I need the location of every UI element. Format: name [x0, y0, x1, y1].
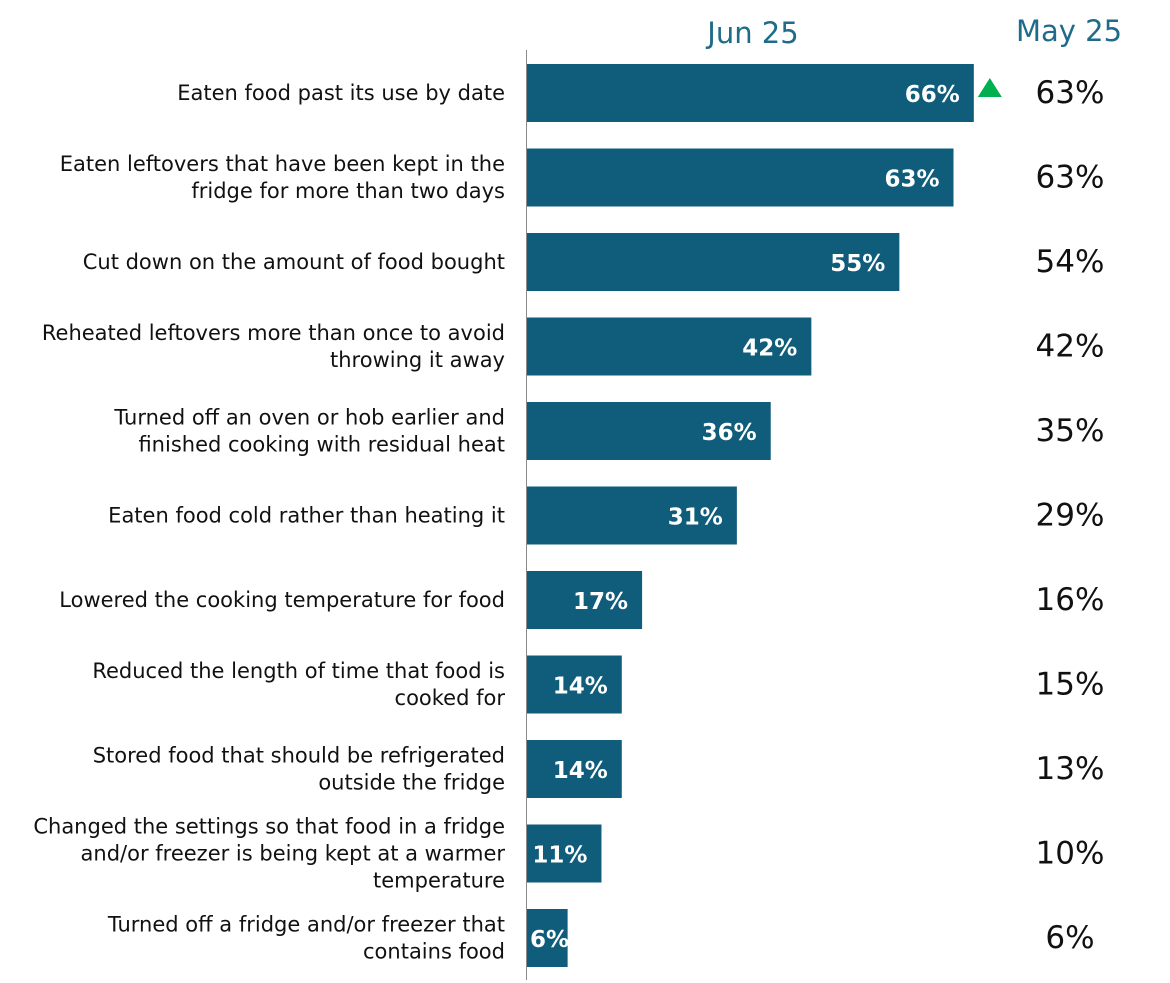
- category-label: Changed the settings so that food in a f…: [33, 815, 505, 893]
- category-label: Turned off a fridge and/or freezer that c…: [107, 913, 505, 964]
- may25-value-label: 63%: [1036, 160, 1105, 196]
- category-label: Reheated leftovers more than once to avo…: [42, 321, 505, 372]
- may25-value-label: 29%: [1036, 498, 1105, 534]
- may25-value-label: 54%: [1036, 244, 1105, 280]
- category-label-line: temperature: [373, 869, 505, 893]
- bar-value-label: 66%: [905, 82, 960, 108]
- bar: [527, 655, 622, 714]
- may25-value-label: 35%: [1036, 413, 1105, 449]
- category-label: Stored food that should be refrigerated o…: [93, 744, 505, 795]
- category-label-line: Turned off an oven or hob earlier and: [113, 406, 505, 430]
- bar: [527, 571, 643, 629]
- category-labels: Eaten food past its use by date Eaten lef…: [33, 81, 505, 964]
- bar: [527, 824, 602, 883]
- bar: [527, 740, 622, 798]
- jun25-header: Jun 25: [705, 16, 798, 50]
- bar-value-label: 55%: [830, 251, 885, 277]
- bar-value-labels: 66% 63% 55% 42% 36% 31% 17% 14% 14% 11% 6%: [530, 82, 960, 953]
- bar: [527, 148, 954, 207]
- category-label: Turned off an oven or hob earlier and fin…: [113, 406, 505, 457]
- category-label-line: Eaten food past its use by date: [177, 81, 505, 105]
- category-label-line: Reduced the length of time that food is: [92, 659, 505, 683]
- bar-value-label: 63%: [884, 167, 939, 193]
- bar-value-label: 11%: [532, 843, 587, 869]
- may25-value-label: 15%: [1036, 667, 1105, 703]
- category-label: Reduced the length of time that food is c…: [92, 659, 505, 710]
- may25-value-label: 63%: [1036, 75, 1105, 111]
- bar-value-label: 42%: [742, 336, 797, 362]
- bar: [527, 486, 737, 545]
- may25-value-label: 42%: [1036, 329, 1105, 365]
- may25-value-label: 10%: [1036, 836, 1105, 872]
- bar-value-label: 14%: [553, 758, 608, 784]
- category-label-line: and/or freezer is being kept at a warmer: [81, 842, 506, 866]
- category-label-line: contains food: [363, 940, 505, 964]
- category-label: Eaten leftovers that have been kept in t…: [60, 152, 505, 203]
- bar-value-label: 6%: [530, 927, 569, 953]
- category-label: Cut down on the amount of food bought: [83, 250, 505, 274]
- category-label-line: Cut down on the amount of food bought: [83, 250, 505, 274]
- bar-value-label: 14%: [553, 674, 608, 700]
- may25-value-label: 6%: [1045, 920, 1094, 956]
- category-label-line: outside the fridge: [318, 771, 505, 795]
- category-label: Eaten food past its use by date: [177, 81, 505, 105]
- bar-value-label: 17%: [573, 589, 628, 615]
- category-label-line: Eaten food cold rather than heating it: [108, 504, 505, 528]
- bar-value-label: 31%: [668, 505, 723, 531]
- category-label-line: Stored food that should be refrigerated: [93, 744, 505, 768]
- category-label-line: Reheated leftovers more than once to avo…: [42, 321, 505, 345]
- category-label-line: Eaten leftovers that have been kept in t…: [60, 152, 505, 176]
- category-label-line: throwing it away: [330, 348, 505, 372]
- category-label: Eaten food cold rather than heating it: [108, 504, 505, 528]
- bar: [527, 233, 900, 291]
- category-label: Lowered the cooking temperature for food: [59, 588, 505, 612]
- may25-value-label: 13%: [1036, 751, 1105, 787]
- category-label-line: cooked for: [395, 686, 506, 710]
- bar: [527, 402, 771, 460]
- increase-marker-icon: [977, 78, 1002, 97]
- bar: [527, 909, 568, 967]
- category-label-line: Lowered the cooking temperature for food: [59, 588, 505, 612]
- may25-header: May 25: [1016, 14, 1122, 48]
- increase-markers: [977, 78, 1002, 97]
- may25-value-labels: 63% 63% 54% 42% 35% 29% 16% 15% 13% 10% 6%: [1036, 75, 1105, 956]
- category-label-line: finished cooking with residual heat: [138, 433, 505, 457]
- category-label-line: Turned off a fridge and/or freezer that: [107, 913, 505, 937]
- may25-value-label: 16%: [1036, 582, 1105, 618]
- bar: [527, 64, 974, 122]
- bars: [527, 64, 974, 967]
- category-label-line: Changed the settings so that food in a f…: [33, 815, 505, 839]
- bar-value-label: 36%: [702, 420, 757, 446]
- category-label-line: fridge for more than two days: [191, 179, 505, 203]
- bar: [527, 317, 812, 376]
